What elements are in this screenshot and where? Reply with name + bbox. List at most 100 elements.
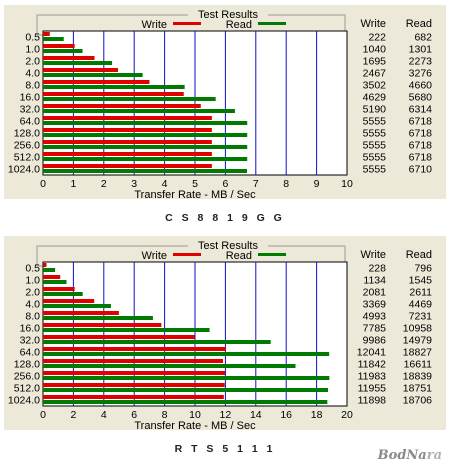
bar-write [43, 104, 201, 108]
bar-write [43, 311, 119, 315]
bar-read [43, 169, 247, 173]
value-read: 6718 [409, 128, 433, 140]
x-tick-label: 0 [40, 178, 46, 190]
column-header-read: Read [406, 18, 432, 30]
column-header-write: Write [361, 18, 386, 30]
bar-read [43, 109, 235, 113]
value-write: 3502 [363, 80, 387, 92]
bar-write [43, 323, 162, 327]
x-tick-label: 12 [220, 409, 232, 421]
bar-read [43, 268, 56, 272]
value-write: 5555 [363, 164, 387, 176]
x-tick-label: 14 [250, 409, 262, 421]
value-read: 5680 [409, 92, 433, 104]
bar-read [43, 376, 330, 380]
value-write: 5555 [363, 140, 387, 152]
value-write: 4993 [363, 311, 387, 323]
y-category-label: 8.0 [25, 80, 40, 92]
legend-swatch-read [258, 22, 286, 25]
x-tick-label: 8 [283, 178, 289, 190]
bar-write [43, 128, 212, 132]
value-write: 12041 [357, 347, 386, 359]
value-read: 2611 [409, 287, 432, 299]
y-category-label: 16.0 [20, 92, 41, 104]
value-read: 6710 [409, 164, 433, 176]
y-category-label: 64.0 [20, 347, 41, 359]
value-write: 11955 [358, 383, 387, 395]
x-tick-label: 20 [341, 409, 353, 421]
value-read: 10958 [403, 323, 432, 335]
x-tick-label: 4 [162, 178, 168, 190]
y-category-label: 512.0 [14, 383, 40, 395]
bar-read [43, 97, 216, 101]
bar-write [43, 263, 47, 267]
value-read: 14979 [403, 335, 432, 347]
results-panel-rts5111: Test Results Write Read Write Read 0 2 4 6 8 10 12 1… [4, 236, 446, 430]
value-read: 6718 [409, 116, 433, 128]
title-backdrop [188, 8, 268, 21]
results-panel-cs8819gg: Test Results Write Read Write Read 0 1 2 3 4 5 6 7 8 9… [4, 5, 446, 199]
y-category-label: 1.0 [25, 275, 40, 287]
value-write: 11898 [358, 395, 387, 407]
bar-read [43, 304, 111, 308]
bar-write [43, 383, 225, 387]
legend-label-read: Read [226, 250, 252, 262]
value-write: 5555 [363, 128, 387, 140]
value-read: 1301 [409, 44, 433, 56]
value-write: 1695 [363, 56, 387, 68]
y-category-label: 8.0 [25, 311, 40, 323]
bar-read [43, 364, 296, 368]
column-header-write: Write [361, 249, 386, 261]
bar-write [43, 371, 226, 375]
value-write: 4629 [363, 92, 387, 104]
bar-write [43, 56, 95, 60]
value-write: 11983 [358, 371, 387, 383]
bar-read [43, 133, 248, 137]
y-category-label: 2.0 [25, 287, 40, 299]
watermark-logo: BodNara [377, 448, 442, 463]
chart-svg: Test Results Write Read Write Read 0 1 2 3 4 5 6 7 8 9… [8, 8, 433, 199]
bar-write [43, 299, 95, 303]
y-category-label: 2.0 [25, 56, 40, 68]
bar-read [43, 61, 113, 65]
y-category-label: 32.0 [20, 104, 41, 116]
bar-read [43, 145, 248, 149]
value-write: 3369 [363, 299, 387, 311]
x-tick-label: 18 [311, 409, 323, 421]
bar-read [43, 316, 153, 320]
value-write: 2081 [363, 287, 387, 299]
column-header-read: Read [406, 249, 432, 261]
x-tick-label: 2 [101, 178, 107, 190]
value-write: 5555 [363, 152, 387, 164]
x-tick-label: 2 [70, 409, 76, 421]
bar-write [43, 287, 75, 291]
value-read: 18751 [403, 383, 432, 395]
chart-title: Test Results [198, 240, 258, 252]
value-read: 4469 [409, 299, 433, 311]
value-write: 7785 [363, 323, 387, 335]
x-tick-label: 10 [189, 409, 201, 421]
legend-swatch-read [258, 253, 286, 256]
value-read: 3276 [409, 68, 433, 80]
y-category-label: 0.5 [25, 32, 40, 44]
value-write: 11842 [358, 359, 387, 371]
value-read: 18706 [403, 395, 432, 407]
bar-write [43, 44, 75, 48]
y-category-label: 16.0 [20, 323, 41, 335]
legend-label-read: Read [226, 19, 252, 31]
y-category-label: 4.0 [25, 68, 40, 80]
chart-caption: R T S 5 1 1 1 [174, 443, 276, 455]
value-read: 4660 [409, 80, 433, 92]
value-read: 1545 [409, 275, 433, 287]
x-tick-label: 9 [314, 178, 320, 190]
y-category-label: 32.0 [20, 335, 41, 347]
bar-write [43, 335, 195, 339]
value-read: 6314 [409, 104, 433, 116]
value-read: 7231 [409, 311, 433, 323]
y-category-label: 256.0 [14, 371, 40, 383]
bar-read [43, 280, 67, 284]
y-category-label: 1024.0 [8, 164, 40, 176]
y-category-label: 256.0 [14, 140, 40, 152]
bar-write [43, 92, 184, 96]
value-read: 6718 [409, 152, 433, 164]
